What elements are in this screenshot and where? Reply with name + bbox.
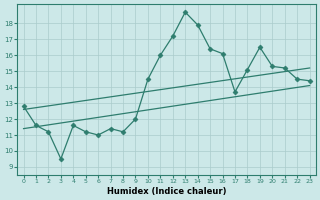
X-axis label: Humidex (Indice chaleur): Humidex (Indice chaleur) [107,187,226,196]
